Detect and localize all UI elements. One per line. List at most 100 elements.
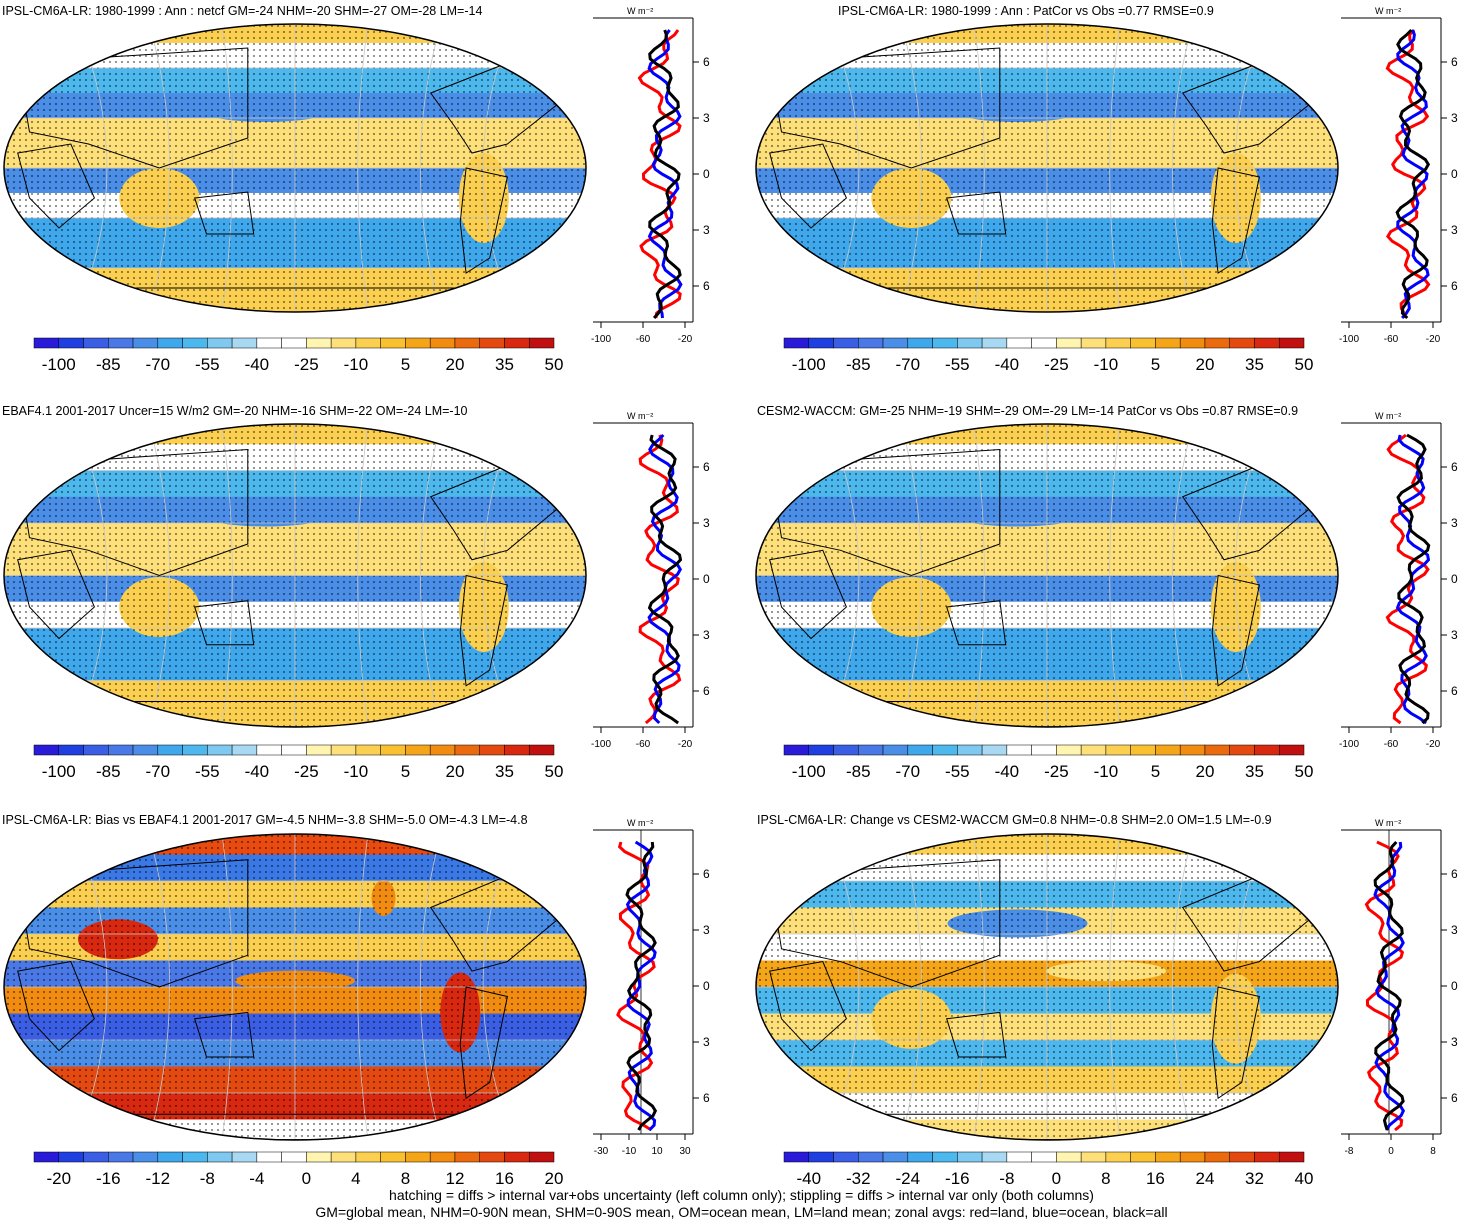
colorbar-swatch [83, 744, 109, 756]
colorbar-swatch [306, 337, 332, 349]
zonal-x-tick: 8 [1430, 1146, 1436, 1157]
colorbar-swatch [783, 1151, 810, 1163]
colorbar-swatch [306, 744, 332, 756]
colorbar-tick-label: 20 [1195, 355, 1214, 374]
colorbar-tick-label: -24 [896, 1169, 921, 1188]
colorbar-tick-label: -10 [1094, 355, 1119, 374]
zonal-lat-tick: 60S [1451, 1091, 1458, 1105]
zonal-series-all [625, 841, 658, 1131]
colorbar-swatch [157, 337, 183, 349]
zonal-lat-tick: 60S [703, 1091, 710, 1105]
colorbar-swatch [1105, 1151, 1131, 1163]
zonal-lat-tick: 0 [1451, 572, 1458, 586]
colorbar-swatch [479, 1151, 505, 1163]
colorbar-swatch [479, 337, 505, 349]
colorbar-swatch [58, 744, 84, 756]
colorbar-tick-label: -55 [195, 355, 220, 374]
colorbar-tick-label: -100 [792, 762, 826, 781]
colorbar-swatch [808, 1151, 834, 1163]
colorbar-swatch [83, 1151, 109, 1163]
colorbar-swatch [429, 337, 456, 349]
colorbar-swatch [429, 744, 456, 756]
zonal-lat-tick: 60N [1451, 460, 1458, 474]
colorbar-tick-label: 12 [445, 1169, 464, 1188]
colorbar-tick-label: -40 [995, 355, 1020, 374]
colorbar-swatch [355, 1151, 381, 1163]
colorbar-swatch [1254, 337, 1280, 349]
map-panel-2 [755, 23, 1339, 313]
zonal-x-tick: -60 [1384, 739, 1399, 750]
colorbar-tick-label: 35 [1245, 762, 1264, 781]
colorbar-swatch [157, 1151, 183, 1163]
colorbar-swatch [231, 337, 258, 349]
colorbar-tick-label: 35 [495, 355, 514, 374]
zonal-lat-tick: 60N [1451, 55, 1458, 69]
colorbar-swatch [157, 744, 183, 756]
colorbar-swatch [479, 744, 505, 756]
colorbar-panel-1: -100 -85 -70 -55 -40 -25 -10 5 20 35 50 [33, 337, 564, 374]
map-field [756, 424, 1338, 727]
colorbar-swatch [858, 1151, 884, 1163]
colorbar-tick-label: 20 [1195, 762, 1214, 781]
colorbar-swatch [1006, 337, 1032, 349]
colorbar-swatch [1254, 1151, 1280, 1163]
colorbar-tick-label: 24 [1195, 1169, 1214, 1188]
colorbar-swatch [1080, 1151, 1107, 1163]
colorbar-swatch [182, 337, 208, 349]
zonal-lat-tick: 60S [1451, 279, 1458, 293]
colorbar-swatch [528, 1151, 555, 1163]
colorbar-swatch [1006, 1151, 1032, 1163]
colorbar-swatch [182, 744, 208, 756]
colorbar-swatch [528, 337, 555, 349]
zonal-avg-panel-4: W m⁻² 60N 30N 0 30S 60S -100 -60 -20 [1339, 411, 1458, 750]
colorbar-tick-label: 35 [1245, 355, 1264, 374]
colorbar-swatch [981, 337, 1008, 349]
zonal-series-all [1373, 840, 1405, 1131]
zonal-lat-tick: 0 [1451, 167, 1458, 181]
colorbar-swatch [429, 1151, 456, 1163]
zonal-lat-tick: 0 [703, 979, 710, 993]
colorbar-swatch [207, 1151, 233, 1163]
colorbar-swatch [281, 744, 307, 756]
zonal-unit-label: W m⁻² [627, 411, 653, 421]
colorbar-swatch [83, 337, 109, 349]
colorbar-tick-label: 20 [445, 762, 464, 781]
colorbar-swatch [1056, 337, 1082, 349]
panel-title-5: IPSL-CM6A-LR: Bias vs EBAF4.1 2001-2017 … [2, 813, 528, 827]
colorbar-swatch [231, 744, 258, 756]
zonal-x-tick: -100 [1339, 739, 1359, 750]
colorbar-swatch [1204, 1151, 1230, 1163]
colorbar-swatch [380, 1151, 406, 1163]
colorbar-tick-label: -70 [146, 762, 171, 781]
zonal-x-tick: -10 [622, 1146, 637, 1157]
colorbar-swatch [783, 744, 810, 756]
colorbar-tick-label: 5 [1151, 762, 1160, 781]
map-panel-1 [3, 23, 587, 313]
colorbar-tick-label: -12 [146, 1169, 171, 1188]
colorbar-tick-label: 50 [545, 355, 564, 374]
zonal-avg-panel-3: W m⁻² 60N 30N 0 30S 60S -100 -60 -20 [591, 411, 710, 750]
zonal-lat-tick: 30S [703, 628, 710, 642]
colorbar-swatch [256, 337, 282, 349]
colorbar-swatch [330, 744, 357, 756]
colorbar-swatch [281, 1151, 307, 1163]
zonal-lat-tick: 30N [1451, 111, 1458, 125]
colorbar-swatch [1179, 1151, 1206, 1163]
zonal-series-all [648, 29, 682, 319]
zonal-x-tick: -60 [636, 334, 651, 345]
colorbar-swatch [132, 744, 159, 756]
colorbar-swatch [1105, 744, 1131, 756]
colorbar-swatch [932, 1151, 958, 1163]
colorbar-swatch [1130, 337, 1156, 349]
colorbar-tick-label: 5 [401, 762, 410, 781]
colorbar-tick-label: 16 [495, 1169, 514, 1188]
colorbar-tick-label: -25 [294, 762, 319, 781]
colorbar-swatch [1278, 1151, 1305, 1163]
footer-note-2: GM=global mean, NHM=0-90N mean, SHM=0-90… [315, 1204, 1168, 1220]
colorbar-tick-label: 4 [351, 1169, 360, 1188]
colorbar-tick-label: 35 [495, 762, 514, 781]
map-field [4, 24, 586, 312]
zonal-series-all [647, 434, 683, 725]
colorbar-swatch [1204, 744, 1230, 756]
colorbar-swatch [833, 337, 859, 349]
